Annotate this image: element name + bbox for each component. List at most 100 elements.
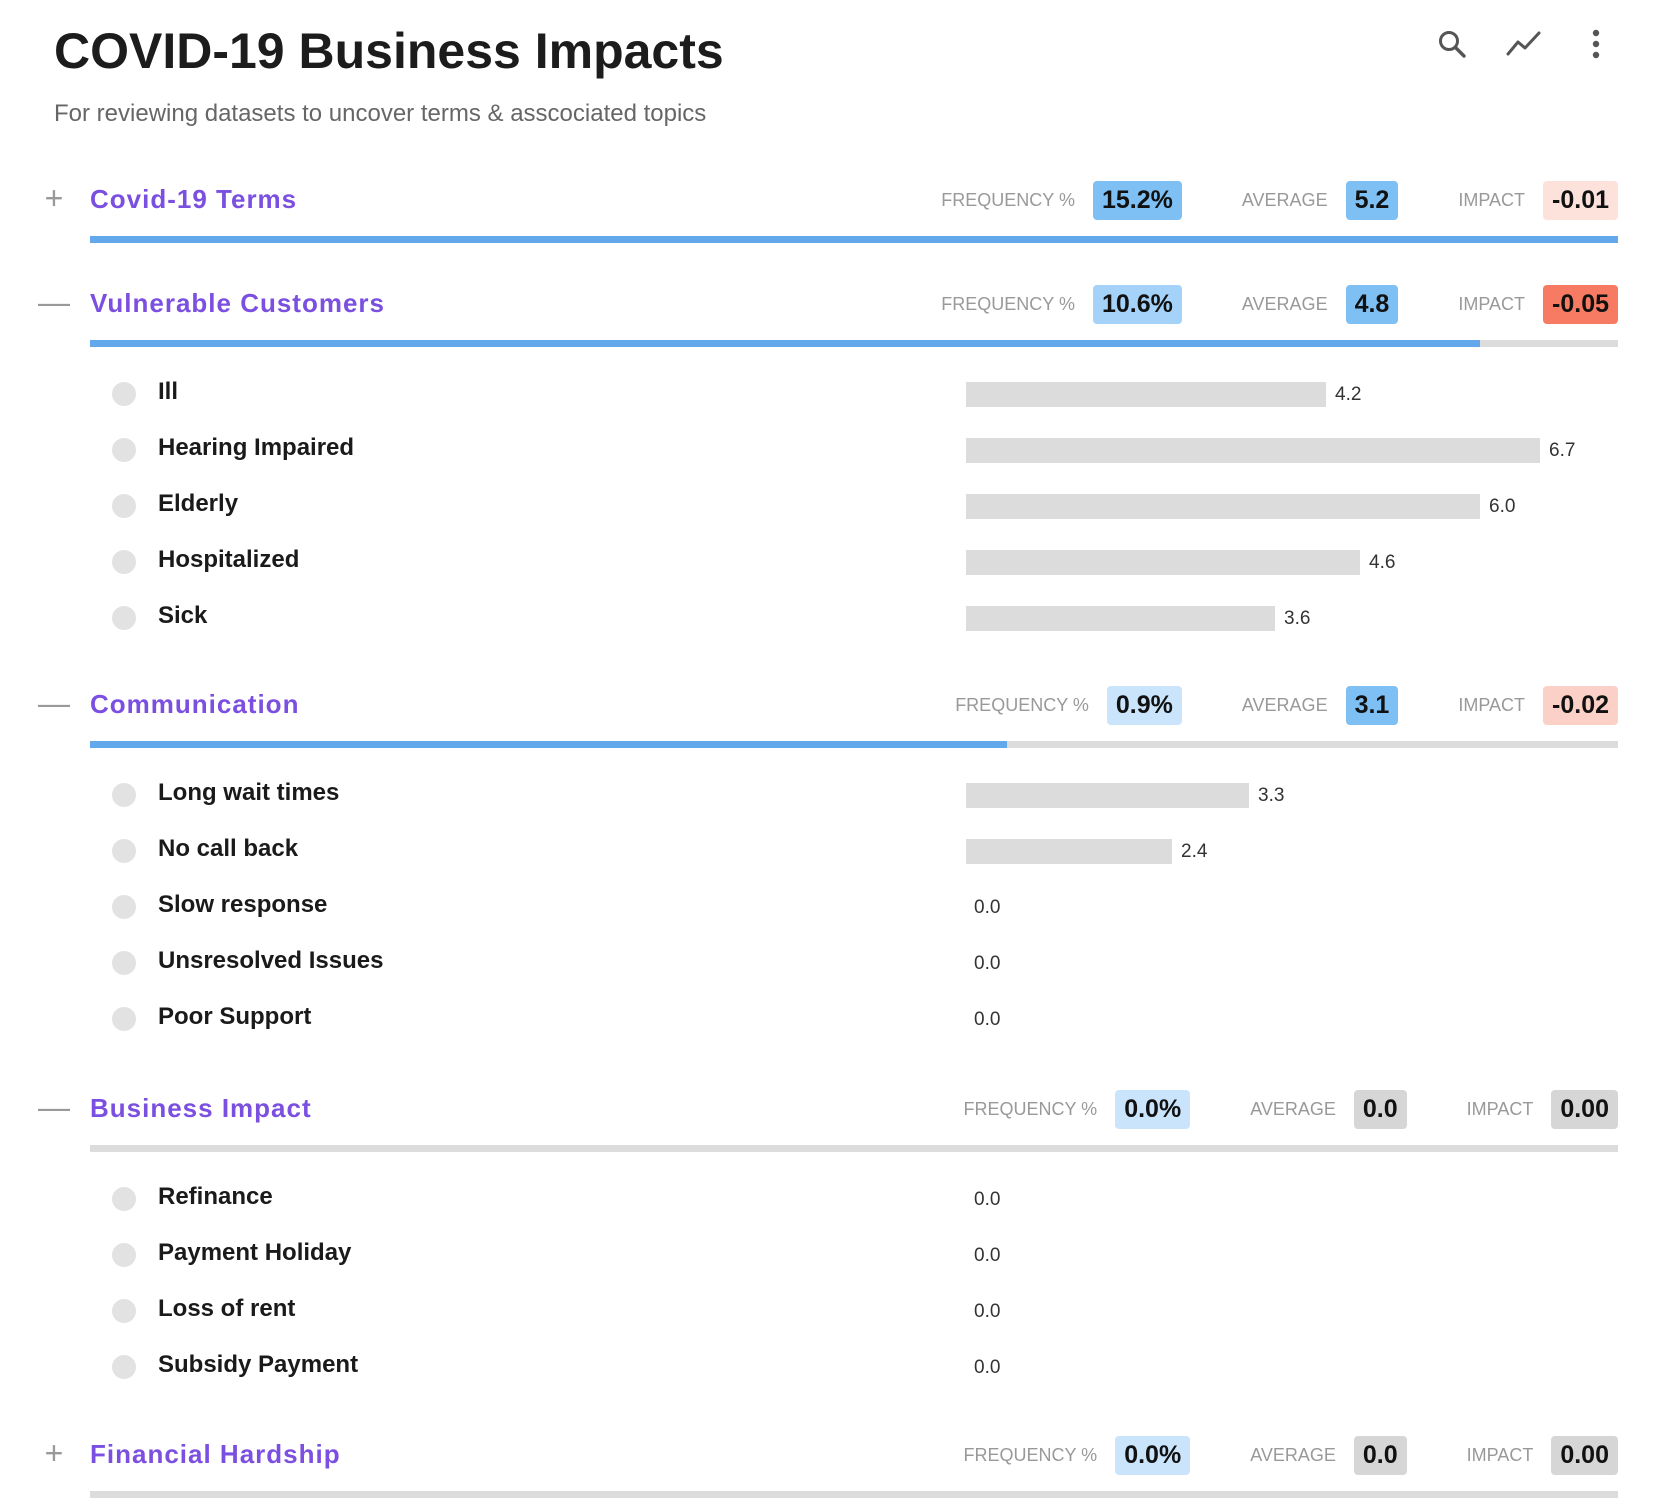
frequency-label: FREQUENCY % bbox=[941, 293, 1075, 314]
item-label: Hearing Impaired bbox=[158, 434, 355, 461]
item-bar bbox=[966, 606, 1275, 631]
item-bar bbox=[966, 494, 1480, 519]
section-financial-hardship: + Financial Hardship FREQUENCY % 0.0% AVERAG… bbox=[40, 1433, 1618, 1498]
item-value: 6.7 bbox=[1549, 440, 1576, 461]
item-select-dot[interactable] bbox=[112, 1243, 136, 1267]
toolbar bbox=[1434, 26, 1614, 62]
item-select-dot[interactable] bbox=[112, 895, 136, 919]
list-item[interactable]: Hospitalized 4.6 bbox=[40, 536, 1618, 592]
item-value: 3.6 bbox=[1284, 608, 1311, 629]
average-value: 4.8 bbox=[1345, 284, 1399, 324]
section-metrics: FREQUENCY % 10.6% AVERAGE 4.8 IMPACT -0.05 bbox=[941, 282, 1618, 326]
frequency-value: 0.0% bbox=[1115, 1435, 1191, 1475]
section-metrics: FREQUENCY % 0.9% AVERAGE 3.1 IMPACT -0.02 bbox=[955, 683, 1618, 727]
item-label: Subsidy Payment bbox=[158, 1351, 359, 1378]
section-header[interactable]: — Vulnerable Customers FREQUENCY % 10.6% AVE… bbox=[38, 282, 1618, 332]
search-button[interactable] bbox=[1434, 26, 1470, 62]
collapse-icon[interactable]: — bbox=[38, 284, 70, 320]
item-bar bbox=[966, 438, 1540, 463]
list-item[interactable]: Sick 3.6 bbox=[40, 592, 1618, 648]
item-bar bbox=[966, 839, 1172, 864]
item-label: Poor Support bbox=[158, 1003, 312, 1030]
impact-value: -0.01 bbox=[1543, 180, 1618, 220]
impact-value: 0.00 bbox=[1551, 1435, 1618, 1475]
item-select-dot[interactable] bbox=[112, 951, 136, 975]
item-select-dot[interactable] bbox=[112, 606, 136, 630]
list-item[interactable]: Ill 4.2 bbox=[40, 368, 1618, 424]
item-select-dot[interactable] bbox=[112, 494, 136, 518]
item-label: Loss of rent bbox=[158, 1295, 296, 1322]
item-value: 0.0 bbox=[974, 1189, 1001, 1210]
section-progress-track bbox=[90, 236, 1618, 243]
item-bar bbox=[966, 783, 1249, 808]
item-value: 4.6 bbox=[1369, 552, 1396, 573]
section-progress-track bbox=[90, 741, 1618, 748]
impact-value: -0.05 bbox=[1543, 284, 1618, 324]
impact-label: IMPACT bbox=[1458, 694, 1526, 715]
average-label: AVERAGE bbox=[1250, 1444, 1336, 1465]
list-item[interactable]: Long wait times 3.3 bbox=[40, 769, 1618, 825]
list-item[interactable]: Hearing Impaired 6.7 bbox=[40, 424, 1618, 480]
item-select-dot[interactable] bbox=[112, 550, 136, 574]
item-label: Hospitalized bbox=[158, 546, 300, 573]
section-title[interactable]: Communication bbox=[90, 689, 300, 719]
item-select-dot[interactable] bbox=[112, 1299, 136, 1323]
average-value: 5.2 bbox=[1345, 180, 1399, 220]
more-options-button[interactable] bbox=[1578, 26, 1614, 62]
item-select-dot[interactable] bbox=[112, 839, 136, 863]
more-vert-icon bbox=[1592, 29, 1600, 59]
frequency-value: 0.9% bbox=[1106, 685, 1182, 725]
section-progress-track bbox=[90, 340, 1618, 347]
section-title[interactable]: Covid-19 Terms bbox=[90, 184, 298, 214]
list-item[interactable]: Subsidy Payment 0.0 bbox=[40, 1341, 1618, 1397]
impact-label: IMPACT bbox=[1458, 293, 1526, 314]
list-item[interactable]: Slow response 0.0 bbox=[40, 881, 1618, 937]
item-select-dot[interactable] bbox=[112, 1355, 136, 1379]
section-title[interactable]: Business Impact bbox=[90, 1093, 312, 1123]
page-subtitle: For reviewing datasets to uncover terms … bbox=[54, 100, 707, 127]
item-value: 0.0 bbox=[974, 1357, 1001, 1378]
expand-icon[interactable]: + bbox=[44, 180, 64, 216]
item-label: Long wait times bbox=[158, 779, 340, 806]
average-label: AVERAGE bbox=[1241, 189, 1328, 210]
frequency-value: 15.2% bbox=[1092, 180, 1182, 220]
list-item[interactable]: Unsresolved Issues 0.0 bbox=[40, 937, 1618, 993]
section-header[interactable]: + Financial Hardship FREQUENCY % 0.0% AVERAG… bbox=[40, 1433, 1618, 1483]
item-label: Elderly bbox=[158, 490, 239, 517]
average-value: 0.0 bbox=[1353, 1089, 1407, 1129]
trend-button[interactable] bbox=[1506, 26, 1542, 62]
item-value: 0.0 bbox=[974, 953, 1001, 974]
item-select-dot[interactable] bbox=[112, 783, 136, 807]
item-select-dot[interactable] bbox=[112, 1187, 136, 1211]
section-header[interactable]: — Communication FREQUENCY % 0.9% AVERAGE 3.1 I… bbox=[38, 683, 1618, 733]
average-value: 0.0 bbox=[1353, 1435, 1407, 1475]
section-progress-track bbox=[90, 1145, 1618, 1152]
collapse-icon[interactable]: — bbox=[38, 1089, 70, 1125]
section-vulnerable-customers: — Vulnerable Customers FREQUENCY % 10.6% AVE… bbox=[38, 282, 1618, 631]
section-header[interactable]: + Covid-19 Terms FREQUENCY % 15.2% AVERAGE 5.… bbox=[40, 178, 1618, 228]
frequency-label: FREQUENCY % bbox=[941, 189, 1075, 210]
section-title[interactable]: Vulnerable Customers bbox=[90, 288, 386, 318]
item-select-dot[interactable] bbox=[112, 438, 136, 462]
frequency-label: FREQUENCY % bbox=[955, 694, 1089, 715]
item-select-dot[interactable] bbox=[112, 382, 136, 406]
list-item[interactable]: Poor Support 0.0 bbox=[40, 993, 1618, 1049]
section-items: Long wait times 3.3 No call back 2.4 Slow re… bbox=[40, 769, 1618, 1049]
item-label: Ill bbox=[158, 378, 179, 405]
item-select-dot[interactable] bbox=[112, 1007, 136, 1031]
list-item[interactable]: Elderly 6.0 bbox=[40, 480, 1618, 536]
item-label: Refinance bbox=[158, 1183, 273, 1210]
collapse-icon[interactable]: — bbox=[38, 685, 70, 721]
list-item[interactable]: Refinance 0.0 bbox=[40, 1173, 1618, 1229]
impact-value: -0.02 bbox=[1543, 685, 1618, 725]
list-item[interactable]: Payment Holiday 0.0 bbox=[40, 1229, 1618, 1285]
expand-icon[interactable]: + bbox=[44, 1435, 64, 1471]
impact-label: IMPACT bbox=[1458, 189, 1526, 210]
trend-line-icon bbox=[1506, 31, 1541, 56]
item-value: 0.0 bbox=[974, 897, 1001, 918]
section-header[interactable]: — Business Impact FREQUENCY % 0.0% AVERAGE 0.… bbox=[38, 1087, 1618, 1137]
list-item[interactable]: No call back 2.4 bbox=[40, 825, 1618, 881]
section-title[interactable]: Financial Hardship bbox=[90, 1439, 341, 1469]
section-progress-fill bbox=[90, 340, 1481, 347]
list-item[interactable]: Loss of rent 0.0 bbox=[40, 1285, 1618, 1341]
